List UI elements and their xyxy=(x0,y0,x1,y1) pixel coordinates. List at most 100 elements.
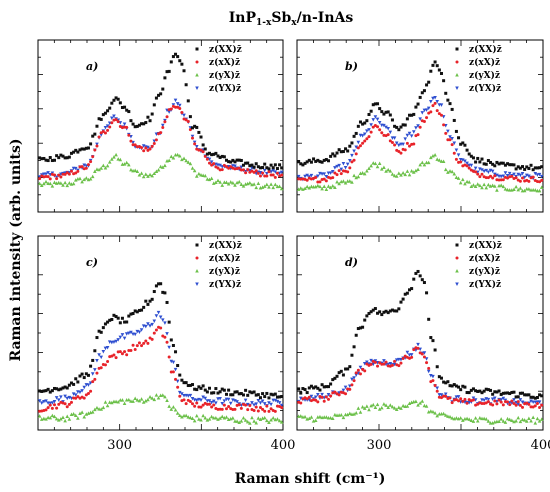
data-point xyxy=(169,407,174,411)
data-point xyxy=(316,183,320,188)
data-point xyxy=(137,123,141,127)
data-point xyxy=(471,387,475,391)
data-point xyxy=(212,162,216,166)
data-point xyxy=(405,291,409,295)
data-point xyxy=(195,388,199,392)
legend-label: z(XX)z̄ xyxy=(469,240,502,251)
data-point xyxy=(493,399,497,403)
data-point xyxy=(160,318,165,322)
data-point xyxy=(452,118,456,122)
data-point xyxy=(463,159,467,164)
data-point xyxy=(131,122,135,126)
data-point xyxy=(103,111,107,115)
data-point xyxy=(314,385,318,389)
data-point xyxy=(379,405,384,410)
data-point xyxy=(301,163,305,167)
legend-label: z(xX)z̄ xyxy=(469,57,500,68)
data-point xyxy=(278,163,282,167)
data-point xyxy=(95,336,99,340)
data-point xyxy=(326,397,330,401)
data-point xyxy=(529,418,533,423)
data-point xyxy=(280,395,284,399)
data-point xyxy=(163,163,167,168)
data-point xyxy=(171,55,175,59)
data-point xyxy=(256,398,261,403)
data-point xyxy=(52,414,57,419)
data-point xyxy=(354,411,359,415)
data-point xyxy=(192,418,197,423)
data-point xyxy=(227,166,231,170)
data-point xyxy=(262,184,267,188)
data-point xyxy=(369,362,373,366)
data-point xyxy=(38,389,42,393)
data-point xyxy=(50,406,54,410)
data-point xyxy=(514,403,518,407)
data-point xyxy=(263,162,267,166)
data-point xyxy=(482,169,486,174)
data-point xyxy=(52,180,57,185)
data-point xyxy=(48,177,52,181)
data-point xyxy=(180,157,184,162)
data-point xyxy=(371,362,376,367)
data-point xyxy=(76,416,80,420)
data-point xyxy=(56,180,61,185)
data-point xyxy=(369,403,373,408)
data-point xyxy=(154,96,158,100)
data-point xyxy=(233,390,237,394)
data-point xyxy=(135,124,139,128)
data-point xyxy=(352,345,356,349)
data-point xyxy=(309,394,314,399)
data-point xyxy=(416,124,420,128)
data-point xyxy=(326,385,330,389)
data-point xyxy=(252,408,256,412)
data-point xyxy=(442,380,446,384)
data-point xyxy=(442,123,446,127)
data-point xyxy=(180,110,184,114)
data-point xyxy=(361,325,365,329)
data-point xyxy=(148,119,152,123)
panel-frame xyxy=(37,235,284,431)
data-point xyxy=(354,373,359,377)
data-point xyxy=(91,380,95,384)
data-point xyxy=(452,141,457,146)
data-point xyxy=(305,391,309,395)
data-point xyxy=(148,324,152,328)
data-point xyxy=(150,173,154,178)
data-point xyxy=(120,398,125,402)
data-point xyxy=(89,389,93,393)
data-point xyxy=(139,397,144,401)
data-point xyxy=(194,174,199,178)
data-point xyxy=(152,331,156,335)
data-point xyxy=(50,159,54,163)
data-point xyxy=(76,169,80,173)
data-point xyxy=(250,391,254,395)
data-point xyxy=(352,376,356,380)
data-point xyxy=(106,128,110,132)
data-point xyxy=(320,160,324,164)
data-point xyxy=(233,183,237,187)
data-point xyxy=(318,180,322,184)
data-point xyxy=(369,109,373,113)
data-point xyxy=(135,310,139,314)
data-point xyxy=(127,110,131,114)
data-point xyxy=(384,309,388,313)
data-point xyxy=(190,416,195,421)
data-point xyxy=(450,401,454,405)
data-point xyxy=(65,156,69,160)
data-point xyxy=(216,397,220,401)
legend-label: z(YX)z̄ xyxy=(469,279,501,290)
data-point xyxy=(501,178,505,182)
data-point xyxy=(148,336,152,340)
data-point xyxy=(233,407,237,411)
data-point xyxy=(514,184,518,189)
data-point xyxy=(133,309,137,313)
data-point xyxy=(84,166,88,170)
data-point xyxy=(245,419,250,424)
data-point xyxy=(420,352,424,356)
data-point xyxy=(437,112,441,116)
data-point xyxy=(127,348,131,352)
data-point xyxy=(252,170,256,174)
data-point xyxy=(201,143,205,147)
data-point xyxy=(363,121,367,125)
